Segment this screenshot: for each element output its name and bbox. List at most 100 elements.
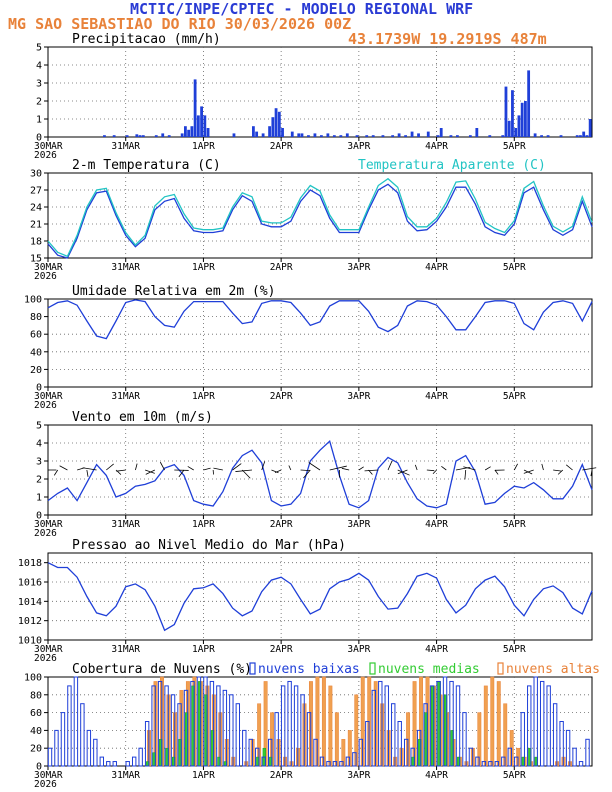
panel-humidity: 0 20 40 60 80 100 30MAR 31MAR 1APR 2APR 3APR 4APR 5A… <box>24 284 593 411</box>
cloud-bar-low <box>287 680 292 767</box>
precip-bar <box>588 119 592 137</box>
plot-frame <box>47 172 593 259</box>
legend-swatch <box>249 662 256 675</box>
cloud-bar-low <box>222 689 228 767</box>
x-tick-label: 2APR <box>270 391 293 402</box>
precip-bar <box>410 131 414 137</box>
x-tick-label: 31MAR <box>111 391 140 402</box>
x-tick-label: 1APR <box>192 519 215 530</box>
wind-arrow <box>553 469 562 472</box>
x-tick-label: 4APR <box>425 141 448 152</box>
cloud-bar-low <box>339 761 344 767</box>
cloud-bar-low <box>196 676 202 767</box>
precip-bar <box>540 135 543 137</box>
cloud-bar-low <box>546 685 551 767</box>
y-tick-label: 0 <box>36 133 42 144</box>
precip-bar <box>582 131 586 137</box>
wind-arrow <box>557 469 564 475</box>
legend-swatch <box>369 662 376 675</box>
header-coordinates: 43.1739W 19.2919S 487m <box>348 30 547 48</box>
x-tick-label: 31MAR <box>111 644 140 655</box>
cloud-bar-low <box>216 685 221 767</box>
precip-bar <box>187 129 191 137</box>
x-tick-label: 5APR <box>503 519 526 530</box>
wind-arrow <box>414 464 418 471</box>
cloud-bar-low <box>60 712 66 767</box>
cloud-bar-low <box>54 729 59 767</box>
precip-bar <box>345 133 349 137</box>
cloud-bar-low <box>358 738 364 767</box>
cloud-bar-low <box>326 761 331 767</box>
wind-arrow <box>541 463 544 471</box>
cloud-bar-low <box>157 680 163 767</box>
wind-arrow <box>523 469 534 474</box>
cloud-bar-low <box>151 685 156 767</box>
cloud-bar-low <box>410 747 415 767</box>
x-tick-label: 1APR <box>192 644 215 655</box>
header-location-date: MG SAO SEBASTIAO DO RIO 30/03/2026 00Z <box>8 15 351 33</box>
x-tick-label: 30MAR <box>34 519 63 530</box>
cloud-bar-low <box>319 756 325 767</box>
precip-bar <box>184 126 187 137</box>
precip-bar <box>281 128 284 137</box>
x-tick-label: 3APR <box>347 262 370 273</box>
wind-arrow <box>397 469 408 475</box>
precip-bar <box>511 90 514 137</box>
wind-arrow <box>145 469 155 474</box>
cloud-bar-low <box>106 761 111 767</box>
wind-arrow <box>464 469 467 480</box>
series-line <box>47 299 593 340</box>
cloud-bar-low <box>429 685 435 767</box>
x-year-label: 2026 <box>34 653 57 664</box>
y-tick-label: 4 <box>36 61 42 72</box>
y-tick-label: 0 <box>36 511 42 522</box>
cloud-bar-low <box>177 703 182 767</box>
cloud-bar-low <box>209 680 215 767</box>
wind-arrow <box>59 465 68 471</box>
cloud-bar-low <box>552 703 558 767</box>
precip-bar <box>300 133 304 137</box>
x-tick-label: 31MAR <box>111 519 140 530</box>
header-title: MCTIC/INPE/CPTEC - MODELO REGIONAL WRF <box>130 0 473 18</box>
x-tick-label: 3APR <box>347 141 370 152</box>
cloud-bar-low <box>416 729 422 767</box>
wind-arrow <box>463 466 476 471</box>
precip-bar <box>339 135 343 137</box>
wind-arrow <box>513 463 518 471</box>
wind-arrow <box>288 465 292 471</box>
precip-bar <box>200 106 203 137</box>
x-tick-label: 5APR <box>503 770 526 781</box>
cloud-bar-low <box>391 703 396 767</box>
cloud-bar-low <box>378 680 383 767</box>
x-tick-label: 31MAR <box>111 262 140 273</box>
y-tick-label: 3 <box>36 79 42 90</box>
x-tick-label: 4APR <box>425 519 448 530</box>
precip-bar <box>507 120 511 137</box>
panel-title: Cobertura de Nuvens (%) <box>72 662 252 677</box>
wind-arrow <box>261 461 266 471</box>
wind-arrow <box>426 469 435 472</box>
x-tick-label: 2APR <box>270 770 293 781</box>
cloud-bar-low <box>365 721 370 767</box>
cloud-bar-low <box>80 703 85 767</box>
cloud-bar-low <box>138 747 143 767</box>
precip-bar <box>517 115 521 137</box>
cloud-bar-high <box>483 685 488 767</box>
y-tick-label: 30 <box>30 169 42 180</box>
precip-bar <box>135 134 139 137</box>
y-tick-label: 1 <box>36 493 42 504</box>
precip-bar <box>125 135 129 137</box>
x-year-label: 2026 <box>34 779 57 790</box>
panel-title: Umidade Relativa em 2m (%) <box>72 284 276 299</box>
precip-bar <box>546 135 550 137</box>
cloud-bar-high <box>328 685 333 767</box>
x-year-label: 2026 <box>34 528 57 539</box>
precip-bar <box>585 135 589 137</box>
x-tick-label: 4APR <box>425 262 448 273</box>
panel-title: Precipitacao (mm/h) <box>72 32 221 47</box>
cloud-bar-low <box>183 689 189 767</box>
y-tick-label: 2 <box>36 475 42 486</box>
cloud-bar-low <box>170 694 176 767</box>
x-tick-label: 4APR <box>425 391 448 402</box>
plot-frame <box>47 552 593 641</box>
